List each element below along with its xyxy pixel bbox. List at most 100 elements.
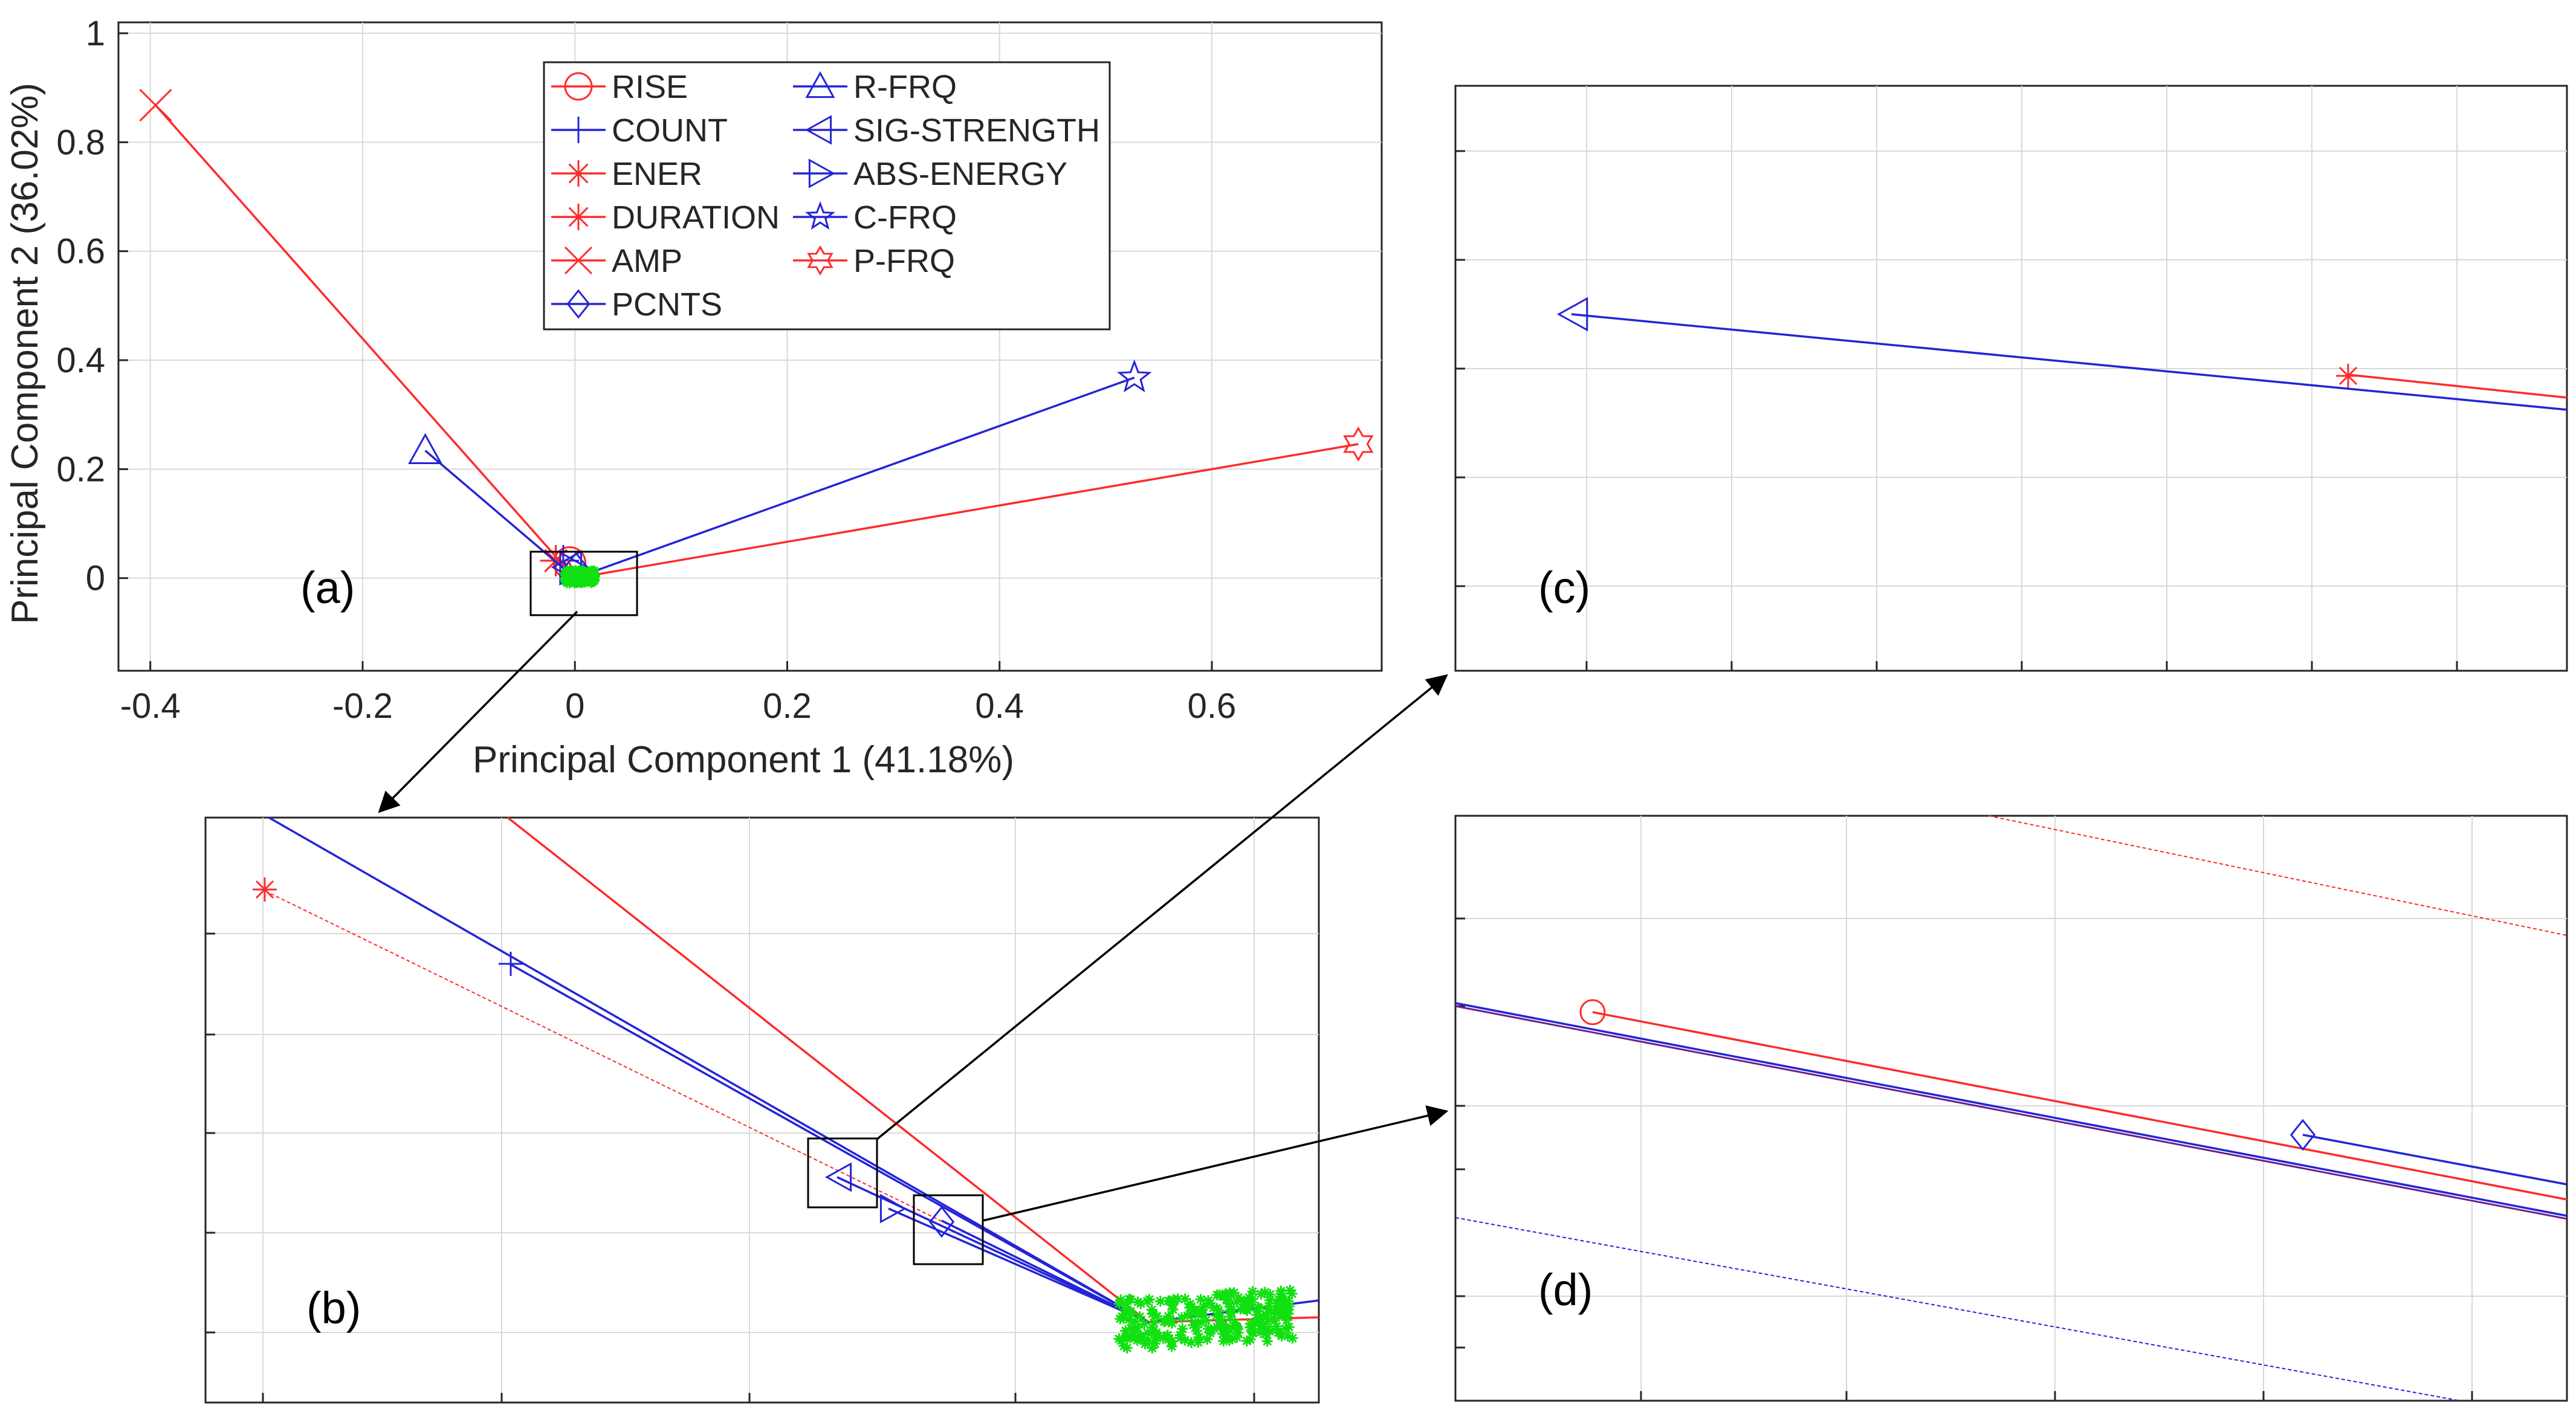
b-score-point [1244,1318,1256,1329]
xtick-label-3: 0.2 [763,686,812,726]
ytick-label-0: 0 [86,559,105,598]
legend-item-c-frq: C-FRQ [793,199,957,236]
b-score-point [1277,1309,1289,1321]
b-score-point [1255,1288,1267,1300]
panel-d-label: (d) [1538,1265,1593,1315]
legend-item-ener: ENER [551,156,702,192]
b-score-point [1255,1323,1267,1335]
zoom-arrows [378,610,1449,1222]
legend-box [543,61,1111,331]
legend-marker [565,204,592,230]
b-score-point [1264,1294,1275,1306]
b-score-point [1167,1304,1179,1316]
panel-a-xticks: -0.4 -0.2 0 0.2 0.4 0.6 [120,661,1236,726]
xtick-label-0: -0.4 [120,686,181,726]
d-vector-pcnts [2302,1134,2568,1186]
marker-c-frq [1117,359,1152,393]
marker-amp [139,88,172,122]
b-marker-count [499,952,523,976]
marker-p-frq [1343,426,1374,462]
b-vector-sig-strength [837,1176,1149,1323]
b-score-point [1276,1330,1287,1342]
c-vector-ener [2348,373,2568,399]
legend-label: AMP [612,243,682,279]
b-score-point [1154,1296,1166,1307]
d-vector-rise [1592,1011,2568,1201]
legend-marker [805,71,835,98]
b-score-point [1252,1302,1263,1313]
ytick-label-4: 0.8 [56,123,105,162]
legend-marker [565,117,592,143]
panel-b-zoom-box-c [807,1137,878,1209]
ytick-label-2: 0.4 [56,341,105,380]
b-score-point [1149,1338,1160,1349]
legend-marker [805,201,835,230]
b-score-point [1116,1311,1128,1322]
panel-b-axes-box [204,816,1320,1404]
panel-a-xlabel: Principal Component 1 (41.18%) [473,739,1014,781]
b-score-point [1179,1293,1191,1305]
b-score-point [1167,1317,1178,1329]
b-score-point [1151,1327,1162,1338]
b-score-point [1162,1330,1173,1342]
legend-label: R-FRQ [853,69,957,105]
panel-a-zoom-box [529,551,638,616]
b-score-point [1284,1285,1296,1296]
b-score-point [1176,1312,1188,1323]
arrow-b-to-c [875,674,1448,1141]
d-vector-ener [1988,815,2568,936]
b-score-point [1188,1319,1199,1331]
legend-marker [566,289,591,319]
vector-r-frq [424,450,576,580]
panel-c-axes-box [1454,85,2568,672]
d-vector-abs-energy [1455,1217,2461,1401]
panel-d-content [1455,815,2568,1401]
b-score-point [1284,1300,1295,1312]
b-vector-amp [506,816,1150,1323]
panel-a: -0.4 -0.2 0 0.2 0.4 0.6 0 0.2 0.4 0.6 0.8 1 Princi… [4,14,1383,781]
legend-item-abs-energy: ABS-ENERGY [793,156,1067,192]
xtick-label-4: 0.4 [975,686,1024,726]
xtick-label-1: -0.2 [332,686,393,726]
panel-d: (d) [1454,815,2568,1402]
b-score-point [1174,1329,1186,1341]
legend-label: SIG-STRENGTH [853,112,1100,149]
panel-a-ylabel: Principal Component 2 (36.02%) [4,83,46,624]
panel-d-axes-box [1454,815,2568,1402]
d-vector-overlap [1455,1005,2568,1220]
legend-label: P-FRQ [853,243,955,279]
c-vector-sig-strength [1571,313,2568,411]
legend-marker [564,246,593,275]
panel-a-label: (a) [300,563,355,613]
ytick-label-1: 0.2 [56,450,105,489]
score-point [567,571,577,581]
d-marker-rise [1579,999,1606,1025]
legend-marker [804,115,832,145]
b-score-point [1287,1332,1298,1344]
legend: RISE COUNT ENER DURATION AMP PCNTS R-FRQ SIG-ST… [543,61,1111,331]
b-score-point [1231,1331,1243,1343]
b-score-point [1244,1334,1256,1345]
b-score-point [1125,1322,1137,1334]
arrow-a-to-b [378,610,578,813]
panel-c-content [1455,86,2568,671]
b-vector-count [509,963,1149,1323]
legend-item-amp: AMP [551,243,682,279]
b-score-point [1270,1308,1281,1320]
b-score-point [1222,1323,1234,1335]
b-score-point [1135,1298,1147,1309]
b-score-point [1241,1304,1253,1316]
c-marker-sig-strength [1556,297,1588,332]
b-score-point [1247,1293,1258,1305]
b-score-point [1130,1316,1141,1327]
legend-item-duration: DURATION [551,199,780,236]
panel-a-scores [560,565,600,589]
b-marker-ener [253,877,277,902]
score-point [577,575,587,586]
b-marker-sig-strength [824,1162,852,1192]
b-marker-pcnts [928,1206,955,1238]
b-marker-abs-energy [879,1193,907,1224]
b-score-point [1205,1324,1217,1335]
b-score-point [1146,1304,1157,1316]
